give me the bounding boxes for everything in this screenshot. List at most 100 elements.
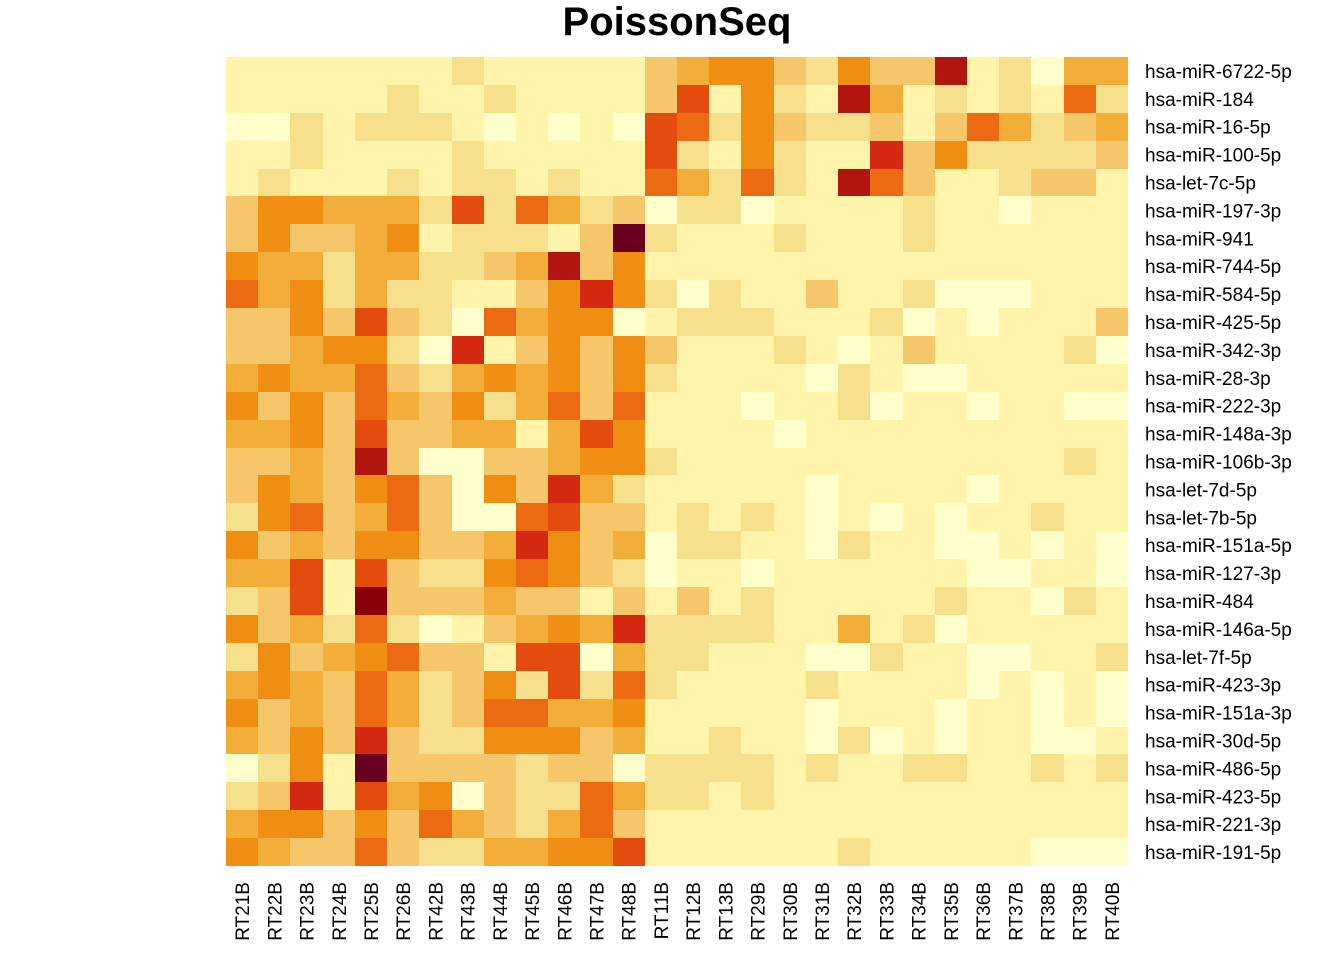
heatmap-cell bbox=[323, 643, 355, 671]
heatmap-cell bbox=[999, 392, 1031, 420]
heatmap-cell bbox=[548, 364, 580, 392]
heatmap-cell bbox=[452, 364, 484, 392]
heatmap-cell bbox=[838, 587, 870, 615]
column-label: RT31B bbox=[813, 882, 834, 941]
heatmap-cell bbox=[774, 308, 806, 336]
heatmap-cell bbox=[838, 838, 870, 866]
heatmap-cell bbox=[935, 671, 967, 699]
heatmap-cell bbox=[903, 364, 935, 392]
heatmap-cell bbox=[258, 699, 290, 727]
row-label: hsa-miR-148a-3p bbox=[1145, 425, 1292, 446]
heatmap-cell bbox=[645, 280, 677, 308]
heatmap-cell bbox=[613, 252, 645, 280]
heatmap-cell bbox=[967, 754, 999, 782]
heatmap-cell bbox=[709, 615, 741, 643]
heatmap-cell bbox=[516, 448, 548, 475]
heatmap-cell bbox=[484, 643, 516, 671]
heatmap-cell bbox=[645, 643, 677, 671]
heatmap-cell bbox=[323, 671, 355, 699]
heatmap-cell bbox=[903, 141, 935, 169]
heatmap-cell bbox=[484, 336, 516, 364]
heatmap-cell bbox=[1031, 308, 1064, 336]
heatmap-cell bbox=[903, 699, 935, 727]
heatmap-cell bbox=[548, 559, 580, 587]
heatmap-cell bbox=[967, 810, 999, 838]
heatmap-cell bbox=[226, 727, 258, 754]
heatmap-cell bbox=[806, 57, 838, 85]
heatmap-cell bbox=[935, 280, 967, 308]
column-label: RT36B bbox=[974, 882, 995, 941]
heatmap-cell bbox=[484, 141, 516, 169]
heatmap-cell bbox=[452, 782, 484, 810]
heatmap-cell bbox=[613, 559, 645, 587]
column-label: RT33B bbox=[877, 882, 898, 941]
heatmap-cell bbox=[484, 615, 516, 643]
heatmap-cell bbox=[806, 448, 838, 475]
heatmap-cell bbox=[967, 671, 999, 699]
heatmap-cell bbox=[613, 448, 645, 475]
heatmap-cell bbox=[838, 727, 870, 754]
heatmap-cell bbox=[1031, 448, 1064, 475]
heatmap-cell bbox=[580, 224, 613, 252]
heatmap-cell bbox=[935, 448, 967, 475]
heatmap-cell bbox=[935, 57, 967, 85]
row-label: hsa-miR-16-5p bbox=[1145, 118, 1271, 139]
heatmap-cell bbox=[967, 782, 999, 810]
heatmap-cell bbox=[452, 810, 484, 838]
heatmap-cell bbox=[484, 754, 516, 782]
heatmap-cell bbox=[452, 838, 484, 866]
heatmap-cell bbox=[323, 280, 355, 308]
heatmap-cell bbox=[323, 252, 355, 280]
heatmap-cell bbox=[452, 754, 484, 782]
heatmap-cell bbox=[226, 531, 258, 559]
heatmap-cell bbox=[516, 196, 548, 224]
heatmap-cell bbox=[355, 615, 387, 643]
heatmap-cell bbox=[903, 448, 935, 475]
heatmap-cell bbox=[387, 224, 419, 252]
heatmap-cell bbox=[355, 308, 387, 336]
heatmap-cell bbox=[1096, 420, 1128, 448]
heatmap-cell bbox=[1096, 782, 1128, 810]
heatmap-cell bbox=[1031, 754, 1064, 782]
heatmap-cell bbox=[1031, 364, 1064, 392]
heatmap-cell bbox=[355, 280, 387, 308]
heatmap-cell bbox=[903, 224, 935, 252]
heatmap-cell bbox=[580, 727, 613, 754]
heatmap-cell bbox=[999, 57, 1031, 85]
heatmap-cell bbox=[258, 671, 290, 699]
heatmap-cell bbox=[258, 252, 290, 280]
column-label: RT24B bbox=[330, 882, 351, 941]
heatmap-cell bbox=[1031, 196, 1064, 224]
heatmap-cell bbox=[999, 838, 1031, 866]
heatmap-cell bbox=[452, 85, 484, 113]
heatmap-cell bbox=[548, 169, 580, 196]
heatmap-cell bbox=[419, 475, 452, 503]
heatmap-cell bbox=[419, 810, 452, 838]
heatmap-cell bbox=[355, 420, 387, 448]
heatmap-cell bbox=[806, 475, 838, 503]
heatmap-cell bbox=[323, 810, 355, 838]
heatmap-cell bbox=[1031, 141, 1064, 169]
heatmap-cell bbox=[967, 699, 999, 727]
heatmap-cell bbox=[1064, 615, 1096, 643]
heatmap-cell bbox=[903, 727, 935, 754]
heatmap-cell bbox=[516, 141, 548, 169]
heatmap-cell bbox=[323, 308, 355, 336]
heatmap-cell bbox=[484, 810, 516, 838]
heatmap-cell bbox=[709, 503, 741, 531]
row-label: hsa-miR-342-3p bbox=[1145, 341, 1281, 362]
heatmap-cell bbox=[709, 810, 741, 838]
heatmap-cell bbox=[709, 308, 741, 336]
heatmap-cell bbox=[741, 392, 774, 420]
heatmap-cell bbox=[484, 587, 516, 615]
heatmap-cell bbox=[1031, 615, 1064, 643]
heatmap-cell bbox=[516, 699, 548, 727]
heatmap-cell bbox=[323, 141, 355, 169]
heatmap-cell bbox=[516, 838, 548, 866]
heatmap-cell bbox=[387, 85, 419, 113]
heatmap-cell bbox=[1064, 559, 1096, 587]
heatmap-cell bbox=[580, 810, 613, 838]
heatmap-cell bbox=[613, 754, 645, 782]
heatmap-cell bbox=[806, 643, 838, 671]
heatmap-cell bbox=[806, 280, 838, 308]
